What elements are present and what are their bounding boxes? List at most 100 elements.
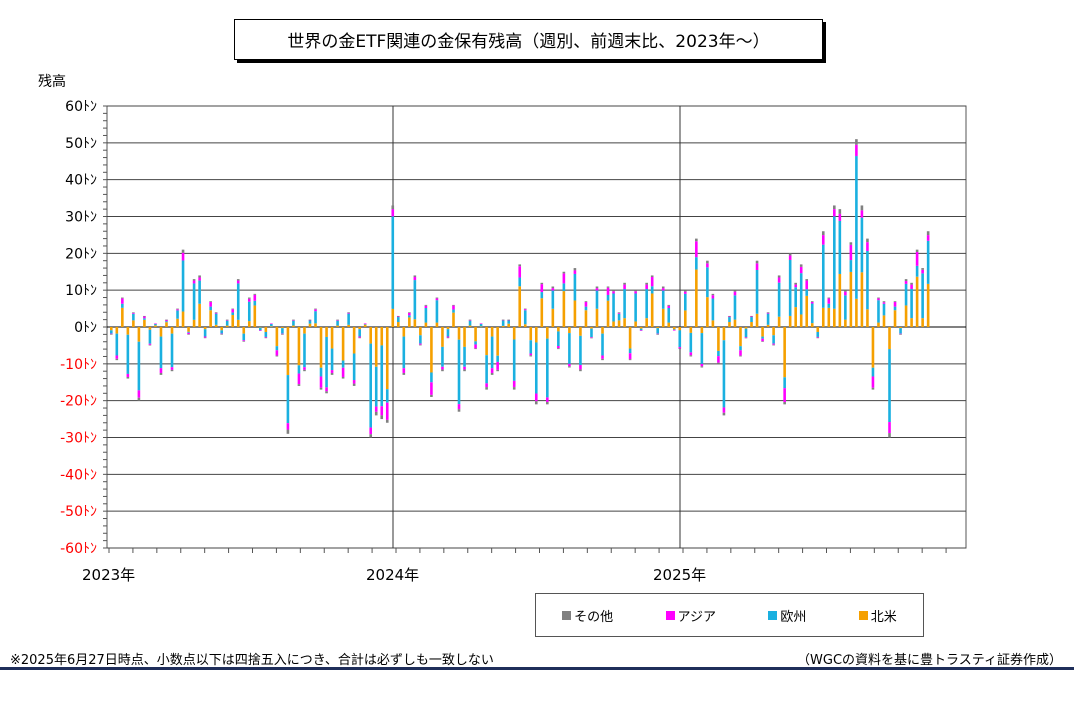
- legend-item: 北米: [858, 606, 897, 625]
- bar-segment: [551, 288, 555, 291]
- bar-segment: [358, 327, 361, 330]
- bar-segment: [915, 251, 919, 266]
- bar-segment: [722, 327, 726, 341]
- bar-segment: [435, 297, 439, 299]
- bar-segment: [700, 327, 704, 334]
- bar-segment: [529, 340, 533, 354]
- bar-segment: [628, 359, 632, 361]
- bar-segment: [170, 367, 174, 370]
- bar-segment: [281, 328, 284, 334]
- bar-segment: [281, 334, 284, 335]
- bar-segment: [838, 213, 842, 221]
- bar-segment: [882, 315, 886, 327]
- bar-segment: [314, 309, 317, 312]
- bar-segment: [695, 241, 698, 258]
- bar-segment: [711, 295, 715, 299]
- bar-segment: [562, 273, 566, 284]
- bar-segment: [899, 328, 902, 334]
- bar-segment: [474, 327, 477, 342]
- bar-segment: [374, 406, 378, 412]
- bar-segment: [308, 320, 312, 324]
- bar-segment: [910, 284, 913, 289]
- bar-segment: [236, 279, 240, 281]
- bar-segment: [181, 252, 185, 261]
- bar-segment: [308, 323, 312, 327]
- bar-segment: [253, 305, 257, 327]
- bar-segment: [247, 298, 251, 302]
- bar-segment: [236, 283, 240, 320]
- bar-segment: [623, 284, 626, 289]
- bar-segment: [286, 423, 290, 430]
- bar-segment: [871, 327, 875, 368]
- bar-segment: [203, 327, 207, 330]
- bar-segment: [855, 144, 858, 157]
- bar-segment: [308, 319, 312, 321]
- bar-segment: [253, 294, 257, 301]
- bar-segment: [330, 372, 334, 375]
- bar-segment: [695, 269, 698, 327]
- bar-segment: [844, 319, 847, 327]
- bar-segment: [369, 327, 373, 344]
- bar-segment: [606, 286, 610, 288]
- bar-segment: [325, 336, 328, 388]
- bar-segment: [220, 333, 223, 335]
- bar-segment: [529, 353, 533, 356]
- y-tick-label: -30ﾄﾝ: [60, 431, 97, 447]
- bar-segment: [391, 216, 395, 309]
- bar-segment: [590, 328, 593, 338]
- bar-segment: [518, 277, 522, 287]
- bar-segment: [397, 322, 400, 327]
- bar-segment: [921, 273, 924, 319]
- bar-segment: [579, 365, 582, 370]
- bar-segment: [733, 291, 737, 296]
- bar-segment: [827, 298, 831, 304]
- bar-segment: [590, 327, 593, 329]
- bar-segment: [739, 327, 742, 347]
- bar-segment: [325, 387, 328, 392]
- bar-segment: [176, 309, 179, 311]
- bar-segment: [336, 319, 339, 321]
- x-tick-labels: 2023年 2024年 2025年: [82, 566, 706, 584]
- bar-segment: [110, 327, 113, 331]
- bar-segment: [799, 273, 803, 315]
- bar-segment: [573, 300, 577, 327]
- bar-segment: [457, 409, 461, 412]
- bar-segment: [877, 298, 880, 301]
- legend-label: アジア: [677, 609, 717, 625]
- bar-segment: [667, 305, 671, 308]
- bar-segment: [297, 384, 301, 386]
- bar-segment: [573, 268, 577, 271]
- bar-segment: [717, 327, 720, 351]
- bar-segment: [176, 308, 179, 310]
- x-tick-label: 2023年: [82, 566, 135, 584]
- bar-segment: [490, 368, 494, 373]
- bar-segment: [650, 276, 654, 287]
- bar-segment: [534, 393, 538, 402]
- bar-segment: [684, 291, 687, 294]
- bar-segment: [292, 319, 295, 321]
- bar-segment: [921, 268, 924, 270]
- bar-segment: [286, 429, 290, 434]
- bar-segment: [888, 349, 891, 423]
- bar-segment: [159, 336, 163, 369]
- bar-segment: [821, 244, 825, 308]
- bar-segment: [225, 319, 229, 321]
- bar-segment: [788, 255, 792, 260]
- bar-segment: [363, 324, 367, 325]
- bars: [110, 139, 930, 438]
- bar-segment: [816, 327, 820, 332]
- bar-segment: [446, 336, 450, 338]
- bar-segment: [137, 327, 141, 342]
- bar-segment: [612, 291, 615, 294]
- bar-segment: [170, 369, 174, 372]
- bar-segment: [672, 327, 676, 330]
- bar-segment: [115, 327, 119, 334]
- bar-segment: [772, 327, 775, 336]
- bar-segment: [546, 327, 549, 339]
- chart-title: 世界の金ETF関連の金保有残高（週別、前週末比、2023年〜）: [234, 19, 823, 60]
- bar-segment: [341, 367, 345, 378]
- bar-segment: [485, 387, 488, 390]
- bar-segment: [132, 313, 135, 321]
- bar-segment: [573, 270, 577, 274]
- legend-swatch: [665, 610, 675, 620]
